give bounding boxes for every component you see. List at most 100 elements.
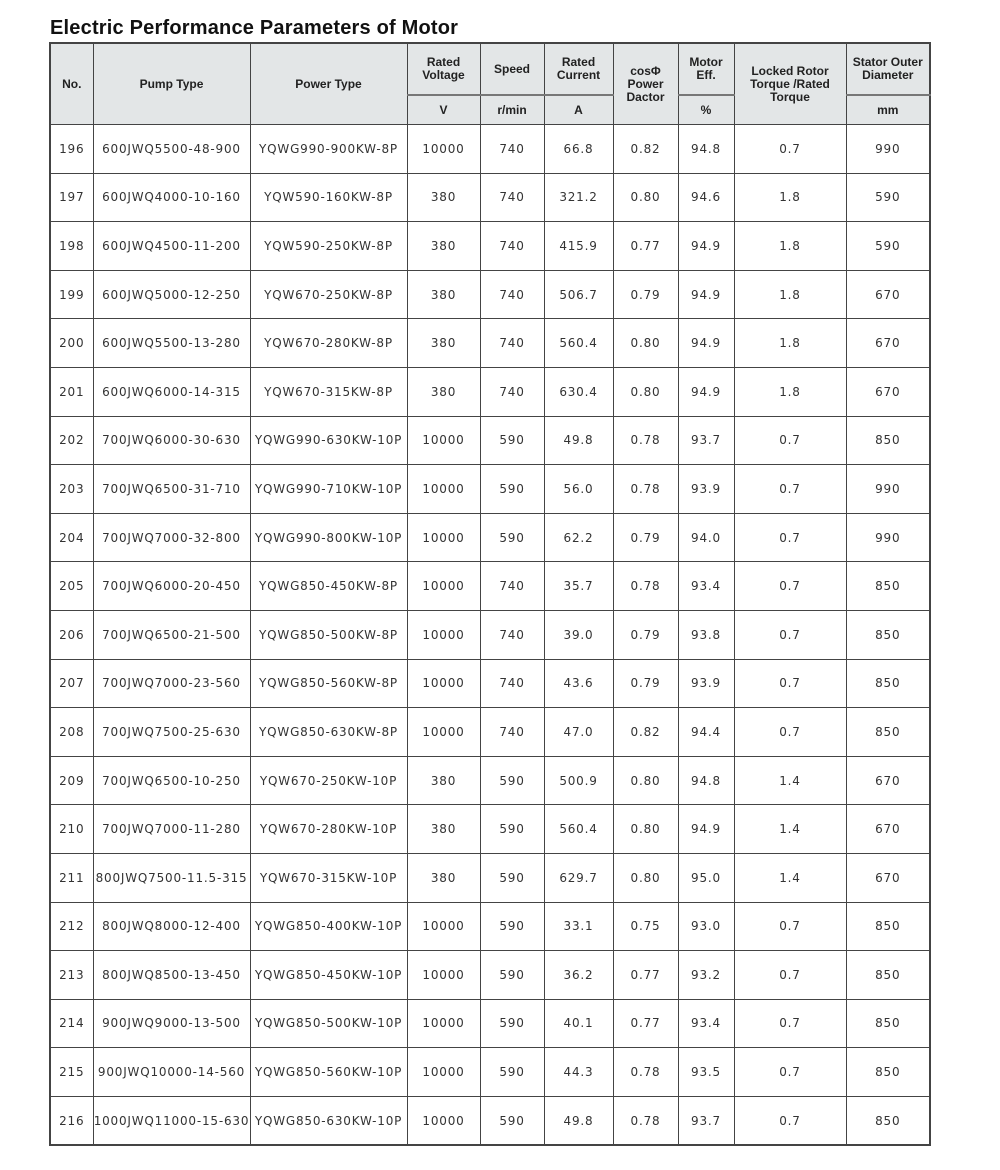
cell-motor-eff: 93.4	[677, 561, 735, 611]
cell-no: 216	[49, 1095, 94, 1146]
cell-rated-voltage: 10000	[406, 707, 481, 757]
motor-parameters-table: No. Pump Type Power Type Rated Voltage S…	[49, 42, 931, 1147]
cell-power-type: YQW670-280KW-8P	[249, 318, 408, 368]
table-row: 201 600JWQ6000-14-315 YQW670-315KW-8P 380 74…	[49, 366, 931, 417]
unit-eff: %	[677, 94, 735, 125]
cell-motor-eff: 94.9	[677, 221, 735, 271]
cell-rated-voltage: 380	[406, 318, 481, 368]
cell-power-factor: 0.79	[612, 269, 679, 320]
table-row: 213 800JWQ8500-13-450 YQWG850-450KW-10P 100…	[49, 950, 931, 1000]
cell-power-type: YQW670-315KW-8P	[249, 366, 408, 417]
cell-rated-current: 49.8	[543, 415, 614, 466]
cell-power-factor: 0.80	[612, 804, 679, 854]
cell-motor-eff: 94.9	[677, 366, 735, 417]
cell-speed: 590	[479, 998, 545, 1049]
cell-torque-ratio: 0.7	[733, 707, 847, 757]
header-power-type: Power Type	[249, 42, 408, 125]
cell-power-type: YQWG990-630KW-10P	[249, 415, 408, 466]
table-row: 204 700JWQ7000-32-800 YQWG990-800KW-10P 100…	[49, 512, 931, 563]
cell-speed: 740	[479, 172, 545, 223]
cell-rated-current: 630.4	[543, 366, 614, 417]
cell-rated-voltage: 10000	[406, 1047, 481, 1097]
cell-rated-voltage: 10000	[406, 464, 481, 514]
cell-power-factor: 0.79	[612, 609, 679, 660]
cell-torque-ratio: 0.7	[733, 998, 847, 1049]
cell-torque-ratio: 1.8	[733, 221, 847, 271]
cell-stator-diameter: 670	[845, 318, 931, 368]
header-power-factor: cosΦ Power Dactor	[612, 42, 679, 125]
cell-power-factor: 0.77	[612, 221, 679, 271]
cell-pump-type: 700JWQ6000-20-450	[92, 561, 251, 611]
cell-no: 199	[49, 269, 94, 320]
unit-current: A	[543, 94, 614, 125]
cell-power-type: YQWG850-450KW-8P	[249, 561, 408, 611]
unit-voltage: V	[406, 94, 481, 125]
cell-rated-voltage: 10000	[406, 658, 481, 709]
cell-rated-voltage: 10000	[406, 512, 481, 563]
cell-motor-eff: 94.9	[677, 318, 735, 368]
cell-speed: 740	[479, 318, 545, 368]
cell-no: 212	[49, 901, 94, 952]
cell-power-type: YQWG850-630KW-10P	[249, 1095, 408, 1146]
cell-stator-diameter: 850	[845, 950, 931, 1000]
cell-stator-diameter: 850	[845, 561, 931, 611]
table-row: 198 600JWQ4500-11-200 YQW590-250KW-8P 380 74…	[49, 221, 931, 271]
table-row: 196 600JWQ5500-48-900 YQWG990-900KW-8P 1000…	[49, 124, 931, 174]
cell-rated-current: 35.7	[543, 561, 614, 611]
cell-rated-current: 39.0	[543, 609, 614, 660]
cell-pump-type: 900JWQ10000-14-560	[92, 1047, 251, 1097]
cell-no: 197	[49, 172, 94, 223]
cell-speed: 740	[479, 269, 545, 320]
unit-speed: r/min	[479, 94, 545, 125]
cell-pump-type: 600JWQ5000-12-250	[92, 269, 251, 320]
header-pump-type: Pump Type	[92, 42, 251, 125]
cell-torque-ratio: 1.4	[733, 804, 847, 854]
cell-no: 206	[49, 609, 94, 660]
cell-speed: 740	[479, 658, 545, 709]
cell-stator-diameter: 990	[845, 464, 931, 514]
cell-pump-type: 700JWQ7000-32-800	[92, 512, 251, 563]
cell-pump-type: 700JWQ6000-30-630	[92, 415, 251, 466]
cell-stator-diameter: 850	[845, 658, 931, 709]
cell-power-factor: 0.80	[612, 852, 679, 903]
cell-speed: 590	[479, 901, 545, 952]
cell-no: 209	[49, 755, 94, 806]
cell-power-factor: 0.77	[612, 950, 679, 1000]
cell-rated-voltage: 10000	[406, 124, 481, 174]
cell-power-factor: 0.80	[612, 755, 679, 806]
cell-speed: 590	[479, 804, 545, 854]
cell-motor-eff: 94.4	[677, 707, 735, 757]
cell-stator-diameter: 670	[845, 366, 931, 417]
cell-rated-current: 49.8	[543, 1095, 614, 1146]
cell-rated-current: 321.2	[543, 172, 614, 223]
cell-pump-type: 900JWQ9000-13-500	[92, 998, 251, 1049]
cell-motor-eff: 93.2	[677, 950, 735, 1000]
cell-no: 211	[49, 852, 94, 903]
cell-power-type: YQW670-250KW-8P	[249, 269, 408, 320]
cell-stator-diameter: 670	[845, 755, 931, 806]
cell-rated-current: 40.1	[543, 998, 614, 1049]
cell-rated-current: 62.2	[543, 512, 614, 563]
cell-rated-voltage: 380	[406, 755, 481, 806]
cell-no: 215	[49, 1047, 94, 1097]
cell-motor-eff: 94.6	[677, 172, 735, 223]
cell-rated-voltage: 10000	[406, 415, 481, 466]
cell-torque-ratio: 0.7	[733, 1047, 847, 1097]
table-row: 211 800JWQ7500-11.5-315 YQW670-315KW-10P 38…	[49, 852, 931, 903]
header-rated-current: Rated Current	[543, 42, 614, 96]
header-motor-eff: Motor Eff.	[677, 42, 735, 96]
cell-stator-diameter: 850	[845, 707, 931, 757]
cell-power-type: YQW670-250KW-10P	[249, 755, 408, 806]
cell-speed: 740	[479, 609, 545, 660]
cell-pump-type: 700JWQ7000-11-280	[92, 804, 251, 854]
cell-stator-diameter: 850	[845, 901, 931, 952]
cell-rated-current: 560.4	[543, 804, 614, 854]
cell-no: 208	[49, 707, 94, 757]
cell-speed: 740	[479, 124, 545, 174]
cell-speed: 740	[479, 561, 545, 611]
cell-power-factor: 0.80	[612, 366, 679, 417]
cell-pump-type: 600JWQ4000-10-160	[92, 172, 251, 223]
table-row: 202 700JWQ6000-30-630 YQWG990-630KW-10P 100…	[49, 415, 931, 466]
cell-rated-voltage: 380	[406, 172, 481, 223]
header-speed: Speed	[479, 42, 545, 96]
